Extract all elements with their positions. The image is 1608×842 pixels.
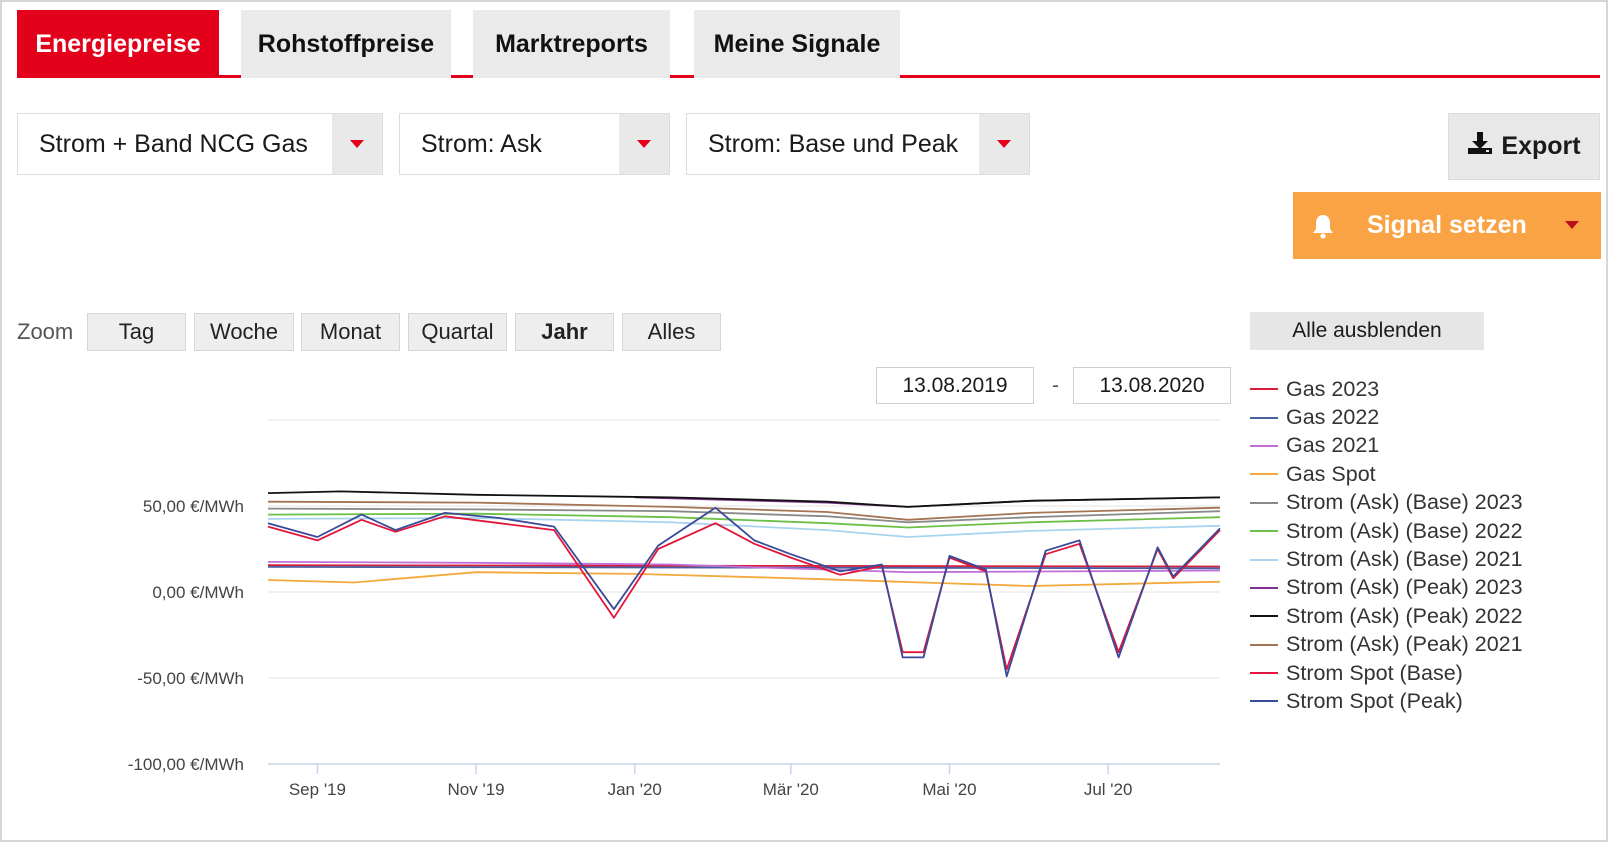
zoom-quartal-button[interactable]: Quartal	[408, 313, 507, 351]
series-line	[267, 507, 1221, 524]
legend-item[interactable]: Strom Spot (Peak)	[1250, 687, 1523, 715]
date-range-separator: -	[1052, 374, 1059, 397]
legend-swatch	[1250, 388, 1278, 391]
price-type-select[interactable]: Strom: Ask	[399, 113, 670, 175]
legend-label: Gas Spot	[1286, 461, 1376, 486]
series-line	[267, 571, 1221, 587]
price-line-chart: 50,00 €/MWh 0,00 €/MWh -50,00 €/MWh -100,00…	[128, 419, 1221, 799]
series-line	[267, 490, 1221, 508]
legend-label: Strom (Ask) (Peak) 2022	[1286, 603, 1523, 628]
legend-item[interactable]: Strom (Ask) (Base) 2023	[1250, 489, 1523, 517]
legend-swatch	[1250, 586, 1278, 589]
x-tick-label: Jul '20	[1084, 780, 1133, 799]
legend-swatch	[1250, 444, 1278, 447]
set-signal-label: Signal setzen	[1367, 211, 1527, 239]
series-line	[267, 512, 1221, 529]
legend-label: Strom (Ask) (Base) 2021	[1286, 547, 1523, 572]
chevron-down-icon[interactable]	[979, 114, 1029, 174]
bell-icon	[1309, 213, 1337, 239]
legend-item[interactable]: Gas 2023	[1250, 375, 1523, 403]
zoom-woche-button[interactable]: Woche	[194, 313, 294, 351]
tab-rohstoffpreise[interactable]: Rohstoffpreise	[241, 10, 451, 78]
legend-item[interactable]: Gas Spot	[1250, 460, 1523, 488]
tab-meine-signale[interactable]: Meine Signale	[694, 10, 900, 78]
product-select[interactable]: Strom + Band NCG Gas	[17, 113, 383, 175]
legend-item[interactable]: Gas 2021	[1250, 432, 1523, 460]
hide-all-button[interactable]: Alle ausblenden	[1250, 312, 1484, 350]
tab-energiepreise[interactable]: Energiepreise	[17, 10, 219, 78]
y-tick-label: -100,00 €/MWh	[128, 755, 244, 774]
set-signal-button[interactable]: Signal setzen	[1293, 192, 1601, 259]
x-tick-label: Nov '19	[448, 780, 505, 799]
legend-label: Strom (Ask) (Base) 2022	[1286, 518, 1523, 543]
chevron-down-icon[interactable]	[332, 114, 382, 174]
price-type-select-value: Strom: Ask	[421, 129, 542, 158]
zoom-alles-button[interactable]: Alles	[622, 313, 721, 351]
load-type-select[interactable]: Strom: Base und Peak	[686, 113, 1030, 175]
product-select-value: Strom + Band NCG Gas	[39, 129, 308, 158]
load-type-select-value: Strom: Base und Peak	[708, 129, 959, 158]
chevron-down-icon[interactable]	[1565, 221, 1579, 229]
series-line	[267, 517, 1221, 538]
export-label: Export	[1501, 132, 1581, 160]
x-tick-label: Sep '19	[289, 780, 346, 799]
legend-label: Gas 2022	[1286, 405, 1380, 430]
zoom-jahr-button[interactable]: Jahr	[515, 313, 614, 351]
zoom-monat-button[interactable]: Monat	[301, 313, 400, 351]
legend-swatch	[1250, 473, 1278, 476]
legend-item[interactable]: Strom Spot (Base)	[1250, 659, 1523, 687]
legend-swatch	[1250, 700, 1278, 703]
date-from-input[interactable]: 13.08.2019	[876, 367, 1034, 404]
y-tick-label: 50,00 €/MWh	[143, 497, 244, 516]
series-line	[267, 515, 1221, 671]
legend-item[interactable]: Strom (Ask) (Peak) 2022	[1250, 602, 1523, 630]
legend-label: Strom Spot (Base)	[1286, 660, 1463, 685]
legend-item[interactable]: Strom (Ask) (Peak) 2023	[1250, 574, 1523, 602]
legend-item[interactable]: Strom (Ask) (Peak) 2021	[1250, 631, 1523, 659]
y-tick-label: -50,00 €/MWh	[137, 669, 244, 688]
series-line	[267, 564, 1221, 568]
series-line	[267, 561, 1221, 574]
legend-label: Strom Spot (Peak)	[1286, 688, 1463, 713]
legend-item[interactable]: Gas 2022	[1250, 403, 1523, 431]
legend-swatch	[1250, 672, 1278, 675]
export-button[interactable]: Export	[1448, 113, 1600, 180]
legend-label: Strom (Ask) (Peak) 2021	[1286, 632, 1523, 657]
legend-swatch	[1250, 530, 1278, 533]
legend-swatch	[1250, 643, 1278, 646]
tab-marktreports[interactable]: Marktreports	[473, 10, 670, 78]
download-icon	[1467, 131, 1493, 162]
x-tick-label: Mär '20	[763, 780, 819, 799]
chevron-down-icon[interactable]	[619, 114, 669, 174]
y-tick-label: 0,00 €/MWh	[152, 583, 244, 602]
legend-label: Strom (Ask) (Peak) 2023	[1286, 575, 1523, 600]
legend-swatch	[1250, 501, 1278, 504]
legend-swatch	[1250, 615, 1278, 618]
date-to-input[interactable]: 13.08.2020	[1073, 367, 1231, 404]
series-line	[267, 506, 1221, 678]
main-tabs: Energiepreise Rohstoffpreise Marktreport…	[17, 10, 1600, 78]
chart-legend: Gas 2023 Gas 2022 Gas 2021 Gas Spot Strom (A…	[1250, 375, 1523, 716]
legend-label: Gas 2023	[1286, 376, 1380, 401]
legend-swatch	[1250, 416, 1278, 419]
legend-label: Strom (Ask) (Base) 2023	[1286, 490, 1523, 515]
x-tick-label: Mai '20	[922, 780, 976, 799]
zoom-tag-button[interactable]: Tag	[87, 313, 186, 351]
zoom-label: Zoom	[17, 319, 74, 344]
legend-item[interactable]: Strom (Ask) (Base) 2021	[1250, 545, 1523, 573]
x-tick-label: Jan '20	[608, 780, 662, 799]
legend-label: Gas 2021	[1286, 433, 1380, 458]
legend-item[interactable]: Strom (Ask) (Base) 2022	[1250, 517, 1523, 545]
legend-swatch	[1250, 558, 1278, 561]
series-line	[267, 500, 1221, 521]
